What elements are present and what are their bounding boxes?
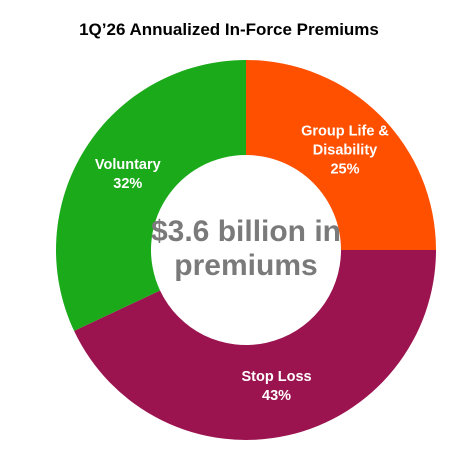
- category-label: Stop Loss: [241, 368, 312, 385]
- donut-segment: [74, 250, 437, 441]
- value-label: 32%: [113, 175, 143, 192]
- center-label: $3.6 billion in premiums: [150, 215, 342, 282]
- value-label: 43%: [262, 387, 292, 404]
- donut-segment: [246, 60, 436, 250]
- donut-segment: [55, 60, 247, 331]
- segment-label: Group Life & Disability 25%: [270, 123, 420, 180]
- segment-label: Stop Loss 43%: [202, 368, 352, 406]
- category-label: Group Life & Disability: [301, 123, 389, 159]
- category-label: Voluntary: [94, 156, 161, 173]
- chart-title: 1Q’26 Annualized In-Force Premiums: [79, 20, 379, 39]
- value-label: 25%: [330, 161, 360, 178]
- segment-label: Voluntary 32%: [53, 156, 203, 194]
